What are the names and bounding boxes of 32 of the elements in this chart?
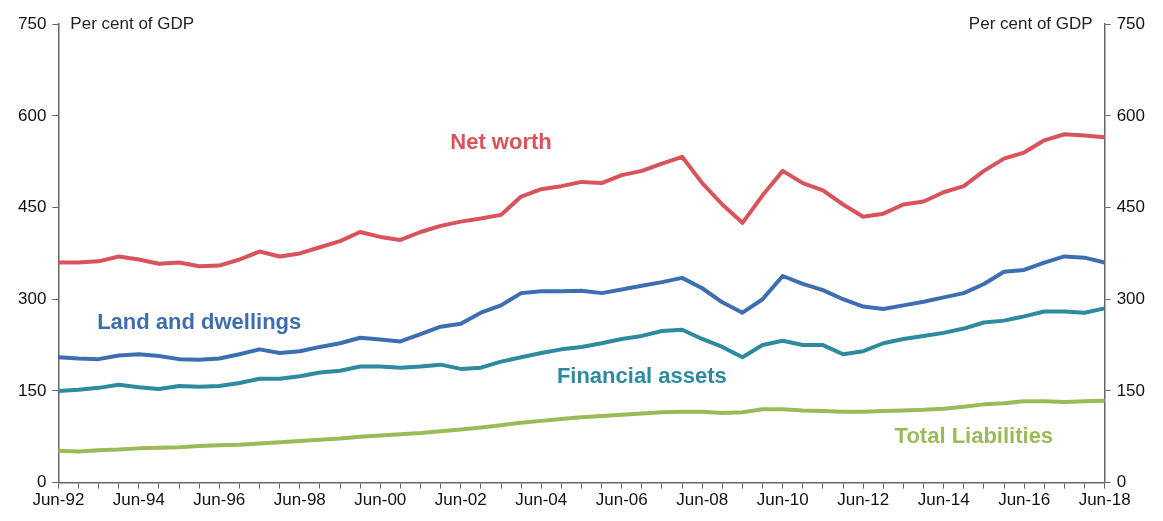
x-tick-label: Jun-96 [193, 490, 246, 510]
y2-tick-label: 750 [1116, 13, 1146, 33]
series-label: Financial assets [556, 362, 727, 388]
x-tick-label: Jun-00 [354, 490, 407, 510]
x-tick-label: Jun-18 [1078, 490, 1131, 510]
y2-tick-label: 600 [1116, 105, 1146, 125]
y-axis-title: Per cent of GDP [70, 13, 195, 33]
y-tick-label: 300 [17, 288, 47, 308]
x-tick-label: Jun-10 [756, 490, 809, 510]
series-label: Total Liabilities [894, 422, 1054, 448]
x-tick-label: Jun-08 [676, 490, 729, 510]
series-label: Land and dwellings [97, 308, 302, 334]
y2-tick-label: 450 [1116, 197, 1146, 217]
x-tick-label: Jun-06 [595, 490, 648, 510]
series-label: Net worth [450, 129, 552, 155]
x-tick-label: Jun-02 [434, 490, 487, 510]
x-tick-label: Jun-98 [273, 490, 326, 510]
y2-tick-label: 150 [1116, 380, 1146, 400]
y-tick-label: 600 [17, 105, 47, 125]
x-tick-label: Jun-92 [32, 490, 85, 510]
x-tick-label: Jun-94 [112, 490, 165, 510]
y-tick-label: 450 [17, 197, 47, 217]
x-tick-label: Jun-16 [998, 490, 1051, 510]
x-tick-label: Jun-12 [837, 490, 890, 510]
y2-tick-label: 0 [1116, 472, 1127, 492]
x-tick-label: Jun-04 [515, 490, 568, 510]
y2-tick-label: 300 [1116, 288, 1146, 308]
x-tick-label: Jun-14 [917, 490, 970, 510]
y2-axis-title: Per cent of GDP [968, 13, 1093, 33]
y-tick-label: 150 [17, 380, 47, 400]
y-tick-label: 0 [36, 472, 47, 492]
y-tick-label: 750 [17, 13, 47, 33]
